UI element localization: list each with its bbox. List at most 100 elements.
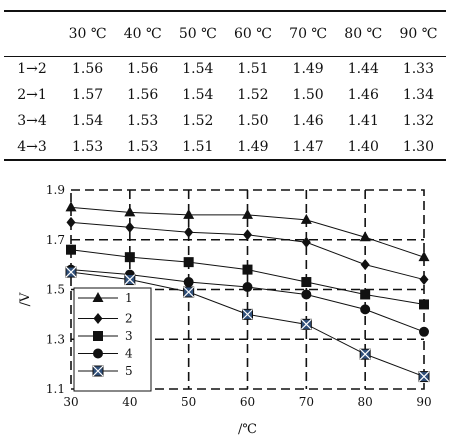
table-cell: 1.46	[292, 113, 324, 129]
x-tick-label: 40	[122, 395, 137, 409]
table-cell: 1.33	[402, 61, 434, 78]
table-row: 3→4 1.54 1.53 1.52 1.50 1.46 1.41 1.32	[4, 108, 446, 134]
series-1	[65, 201, 430, 262]
data-point	[125, 221, 135, 233]
legend-marker	[92, 292, 104, 302]
x-tick-label: 50	[181, 395, 196, 409]
legend-marker	[93, 331, 103, 341]
x-tick-label: 70	[299, 395, 314, 409]
x-tick-label: 90	[416, 395, 431, 409]
data-point	[66, 216, 76, 228]
plot-frame	[70, 189, 425, 390]
legend-label: 5	[125, 364, 133, 378]
legend-label: 1	[125, 291, 133, 305]
data-point	[360, 304, 371, 315]
legend-box	[73, 287, 152, 392]
marker-cross	[183, 286, 195, 298]
data-point	[360, 289, 371, 300]
data-point	[301, 277, 312, 288]
table-cell: 1.51	[237, 61, 269, 78]
marker-cross	[300, 318, 312, 330]
table-cell: 1.56	[127, 87, 159, 103]
marker-cross	[124, 274, 136, 285]
y-tick-label: 1.3	[46, 332, 65, 346]
table-cell: 1.44	[347, 61, 379, 78]
data-point	[418, 371, 430, 383]
data-point	[183, 208, 195, 219]
marker-cross	[242, 308, 253, 320]
y-axis-label: /V	[18, 292, 33, 306]
marker-cross	[92, 365, 104, 377]
x-tick-label: 80	[358, 395, 373, 409]
table-row: 1→2 1.56 1.56 1.54 1.51 1.49 1.44 1.33	[4, 56, 446, 82]
data-point	[300, 213, 312, 224]
data-point	[65, 201, 77, 212]
y-tick-label: 1.9	[46, 183, 65, 197]
data-point	[183, 257, 194, 268]
table-cell: 1.51	[170, 134, 226, 161]
data-point	[418, 251, 430, 262]
table-cell: 1.50	[237, 113, 269, 129]
marker-cross	[65, 266, 77, 278]
series-5	[65, 266, 430, 383]
y-tick-label: 1.1	[46, 382, 65, 396]
table-cell: 1.49	[225, 134, 281, 161]
row-label: 1→2	[17, 61, 47, 78]
header-cell	[4, 10, 60, 57]
table-cell: 1.34	[402, 87, 434, 103]
table-cell: 1.49	[292, 61, 324, 78]
data-point	[66, 244, 76, 255]
table-cell: 1.32	[402, 113, 434, 129]
table-cell: 1.46	[347, 87, 379, 103]
y-tick-label: 1.7	[46, 233, 65, 247]
table-cell: 1.53	[115, 134, 171, 161]
legend-marker	[93, 313, 103, 324]
table-cell: 1.52	[237, 87, 269, 103]
table-cell: 1.54	[182, 87, 214, 103]
table-cell: 1.53	[60, 134, 116, 161]
data-table: 30 ℃ 40 ℃ 50 ℃ 60 ℃ 70 ℃ 80 ℃ 90 ℃ 1→2 1…	[4, 10, 446, 161]
legend-label: 3	[125, 329, 133, 343]
data-point	[301, 289, 312, 300]
data-point	[183, 277, 194, 288]
line-chart: 30 40 50 60 70 80 90 1.1 1.3 1.5 1.7 1.9 /℃ /V 1 2 3 4 5	[18, 183, 432, 437]
table-cell: 1.41	[347, 113, 379, 129]
data-point	[184, 226, 194, 238]
header-cell: 50 ℃	[170, 10, 226, 57]
x-tick-label: 30	[63, 395, 78, 409]
data-point	[124, 206, 136, 217]
x-axis-label: /℃	[238, 422, 257, 437]
table-cell: 1.54	[71, 113, 104, 129]
data-point	[242, 308, 253, 320]
table-cell: 1.40	[335, 134, 391, 161]
legend-marker	[93, 348, 103, 359]
table-cell: 1.50	[292, 87, 324, 103]
series-3	[66, 244, 429, 310]
series-2	[66, 216, 429, 286]
data-point	[243, 229, 252, 241]
row-label: 3→4	[17, 113, 47, 129]
table-cell: 1.47	[280, 134, 336, 161]
header-cell: 90 ℃	[390, 10, 446, 57]
data-point	[419, 274, 429, 286]
legend-label: 2	[125, 312, 133, 326]
marker-cross	[418, 371, 430, 382]
data-point	[65, 266, 77, 278]
table-cell: 1.30	[390, 134, 446, 161]
table-row: 2→1 1.57 1.56 1.54 1.52 1.50 1.46 1.34	[4, 82, 446, 108]
legend-label: 4	[125, 347, 133, 361]
y-tick-label: 1.5	[46, 283, 65, 297]
row-label: 2→1	[17, 87, 47, 103]
data-point	[124, 252, 135, 263]
data-point	[360, 259, 370, 271]
data-point	[359, 348, 371, 360]
data-point	[301, 236, 311, 248]
data-point	[359, 231, 371, 242]
data-point	[242, 208, 253, 219]
data-point	[183, 286, 195, 298]
table-cell: 1.56	[71, 61, 104, 78]
data-point	[124, 274, 136, 286]
table-cell: 1.57	[71, 87, 104, 103]
header-cell: 80 ℃	[335, 10, 391, 57]
table-cell: 1.52	[182, 113, 214, 129]
